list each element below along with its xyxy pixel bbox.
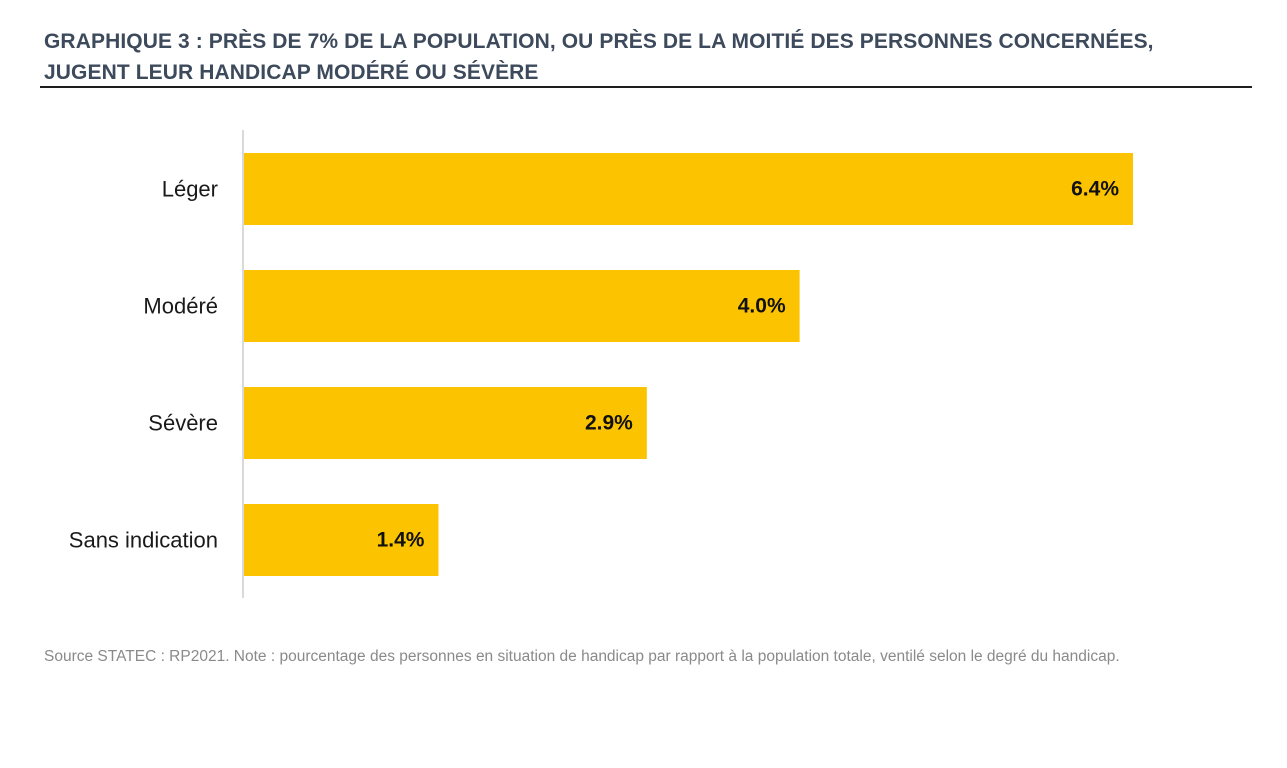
- value-label: 4.0%: [738, 295, 786, 318]
- chart-title: GRAPHIQUE 3 : PRÈS DE 7% DE LA POPULATIO…: [44, 30, 1154, 84]
- value-label: 1.4%: [377, 529, 425, 552]
- category-label: Modéré: [143, 294, 218, 319]
- category-label: Léger: [162, 177, 218, 202]
- category-label: Sans indication: [69, 528, 218, 553]
- bar-chart: Léger 6.4% Modéré 4.0% Sévère 2.9% Sans indica…: [69, 130, 1133, 598]
- bar-0: [244, 153, 1133, 225]
- source-note: Source STATEC : RP2021. Note : pourcenta…: [44, 648, 1120, 665]
- category-label: Sévère: [148, 411, 218, 436]
- value-label: 6.4%: [1071, 178, 1119, 201]
- bar-1: [244, 270, 800, 342]
- bar-2: [244, 387, 647, 459]
- value-label: 2.9%: [585, 412, 633, 435]
- title-divider: [40, 86, 1252, 88]
- bar-3: [244, 504, 439, 576]
